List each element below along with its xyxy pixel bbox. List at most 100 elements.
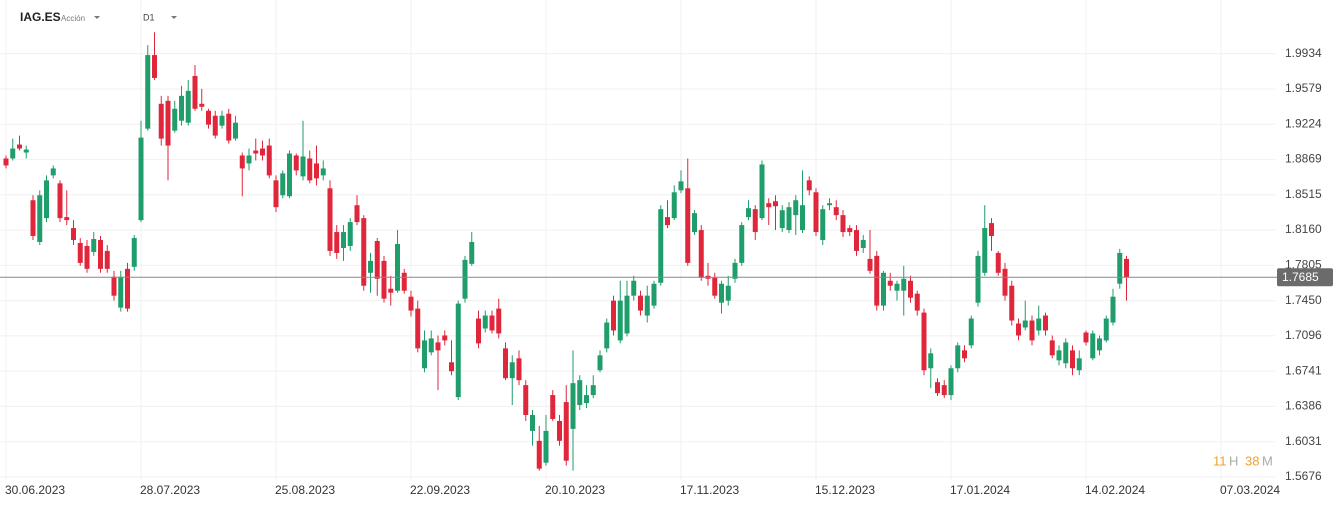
candle-body (496, 308, 502, 334)
candle-body (1083, 332, 1089, 343)
candle-body (158, 103, 164, 139)
symbol: IAG.ES (20, 10, 61, 24)
candle-body (800, 205, 805, 231)
candle-body (719, 283, 724, 303)
candle-body (901, 278, 907, 291)
candle-body (908, 280, 913, 298)
candle-body (1056, 350, 1062, 361)
candle-body (334, 232, 340, 253)
candle-body (1022, 320, 1028, 328)
candle-body (678, 181, 684, 191)
x-tick-label: 17.11.2023 (680, 483, 739, 497)
candle-body (779, 210, 785, 229)
candle-body (64, 217, 70, 221)
candle-body (246, 155, 252, 164)
candle-body (833, 207, 839, 216)
candle-body (752, 209, 758, 233)
candle-body (671, 192, 677, 219)
candle-body (428, 338, 434, 353)
dropdown-arrow[interactable] (171, 16, 177, 19)
candle-body (854, 230, 859, 251)
candle-body (469, 241, 475, 264)
candle-body (665, 217, 670, 226)
candle-body (543, 430, 549, 463)
candle-body (131, 238, 137, 267)
candle-body (941, 385, 947, 396)
candle-body (374, 240, 380, 279)
candle-body (320, 168, 326, 176)
candle-body (617, 300, 623, 341)
candle-body (509, 362, 515, 379)
candle-body (462, 259, 468, 299)
candle-body (118, 276, 124, 308)
candle-body (820, 209, 826, 240)
y-tick-label: 1.8869 (1285, 152, 1322, 166)
candle-body (658, 209, 664, 283)
candle-body (624, 295, 630, 334)
countdown-minutes-unit: M (1262, 453, 1273, 468)
candle-body (388, 288, 394, 293)
candle-body (759, 164, 765, 219)
candle-body (786, 207, 792, 231)
candle-body (692, 213, 697, 233)
candle-body (287, 153, 292, 197)
candle-body (739, 225, 745, 263)
candle-body (725, 285, 731, 301)
candle-body (1090, 333, 1096, 359)
candle-body (435, 342, 441, 351)
candle-body (442, 335, 448, 341)
candle-body (887, 280, 893, 286)
candle-body (516, 358, 522, 381)
candle-body (550, 395, 556, 419)
candle-body (570, 383, 576, 429)
candle-body (962, 350, 967, 359)
candle-body (827, 203, 832, 206)
candle-body (773, 201, 778, 207)
last-price-box (1277, 268, 1333, 287)
y-tick-label: 1.7096 (1285, 328, 1322, 342)
x-tick-label: 20.10.2023 (545, 483, 605, 497)
candle-body (1009, 285, 1015, 321)
candle-body (712, 277, 718, 296)
timeframe[interactable]: D1 (143, 12, 155, 22)
candle-body (408, 296, 414, 311)
candle-body (860, 240, 866, 248)
candle-body (840, 215, 846, 233)
candle-body (1097, 338, 1102, 351)
candle-body (1016, 323, 1021, 336)
candle-body (111, 276, 117, 296)
x-tick-label: 14.02.2024 (1085, 483, 1145, 497)
candle-body (266, 145, 272, 176)
y-tick-label: 1.7450 (1285, 293, 1322, 307)
countdown-hours: 11 (1213, 453, 1227, 468)
candle-body (968, 318, 974, 346)
candle-body (37, 195, 43, 242)
y-tick-label: 1.9579 (1285, 81, 1322, 95)
x-tick-label: 07.03.2024 (1220, 483, 1280, 497)
candle-body (307, 158, 313, 181)
candle-body (206, 110, 211, 125)
candle-body (185, 90, 191, 123)
countdown-minutes: 38 (1245, 453, 1259, 468)
candle-body (604, 322, 610, 349)
dropdown-arrow[interactable] (94, 16, 100, 19)
candle-body (1076, 358, 1082, 371)
candle-body (192, 75, 198, 109)
candle-body (179, 95, 184, 121)
candle-body (152, 55, 157, 78)
y-tick-label: 1.9224 (1285, 116, 1322, 130)
candle-body (1103, 318, 1109, 341)
candle-body (638, 295, 643, 311)
candle-body (1124, 258, 1129, 278)
candle-body (3, 158, 9, 166)
candle-body (212, 115, 218, 136)
candle-body (226, 113, 232, 141)
candle-body (698, 230, 704, 278)
candle-body (23, 149, 29, 153)
x-tick-label: 15.12.2023 (815, 483, 875, 497)
instrument-type: Acción (61, 14, 85, 23)
candle-body (813, 192, 819, 233)
candle-body (732, 262, 738, 279)
candle-body (104, 250, 110, 269)
